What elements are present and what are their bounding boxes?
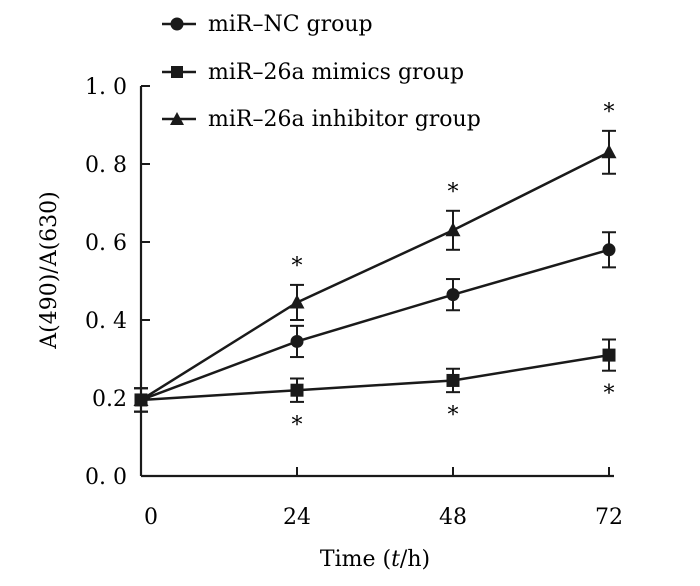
axes	[139, 86, 614, 478]
y-tick-label: 0. 6	[85, 231, 127, 256]
legend-entry-mimics: miR–26a mimics group	[162, 60, 464, 85]
series-line-nc	[140, 248, 610, 402]
x-axis-label: Time (t/h)	[320, 547, 430, 572]
x-tick-label: 48	[439, 505, 467, 530]
data-point-triangle	[445, 222, 461, 237]
legend-marker-square	[171, 66, 183, 78]
data-point-square	[602, 348, 616, 362]
legend-label-mimics: miR–26a mimics group	[208, 60, 464, 85]
y-tick-label: 0.2	[92, 387, 127, 412]
x-axis-label-var: t	[391, 547, 400, 572]
data-point-square	[290, 383, 304, 397]
series-line-inhibitor	[140, 151, 610, 402]
x-tick-label: 72	[595, 505, 623, 530]
legend-label-inhibitor: miR–26a inhibitor group	[208, 107, 481, 132]
data-point-triangle	[289, 294, 305, 309]
y-tick-label: 0. 0	[85, 465, 127, 490]
legend-entry-nc: miR–NC group	[162, 12, 373, 37]
y-ticks: 0. 0 0.2 0. 4 0. 6 0. 8 1. 0	[85, 75, 150, 490]
significance-marker: *	[292, 413, 303, 438]
y-tick-label: 0. 8	[85, 153, 127, 178]
y-tick-label: 0. 4	[85, 309, 127, 334]
significance-marker: *	[604, 382, 615, 407]
significance-marker: *	[292, 254, 303, 279]
legend-entry-inhibitor: miR–26a inhibitor group	[162, 107, 481, 132]
data-point-circle	[602, 243, 616, 257]
x-ticks: 0 24 48 72	[144, 467, 623, 530]
significance-marker: *	[604, 100, 615, 125]
x-tick-label: 0	[144, 505, 158, 530]
significance-marker: *	[448, 180, 459, 205]
data-point-square	[446, 373, 460, 387]
series-line-mimics	[140, 353, 610, 402]
x-axis-label-suffix: /h)	[400, 547, 430, 572]
legend-marker-circle	[170, 17, 184, 31]
legend-marker-triangle	[170, 112, 184, 125]
x-tick-label: 24	[283, 505, 311, 530]
plot-area: * * * * * *	[133, 100, 617, 438]
legend: miR–NC group miR–26a mimics group miR–26…	[162, 12, 481, 132]
data-point-circle	[290, 334, 304, 348]
significance-marker: *	[448, 403, 459, 428]
data-point-triangle	[133, 391, 149, 406]
data-point-triangle	[601, 144, 617, 159]
x-axis-label-prefix: Time (	[320, 547, 391, 572]
data-point-circle	[446, 288, 460, 302]
legend-label-nc: miR–NC group	[208, 12, 373, 37]
y-tick-label: 1. 0	[85, 75, 127, 100]
y-axis-label: A(490)/A(630)	[37, 191, 62, 350]
